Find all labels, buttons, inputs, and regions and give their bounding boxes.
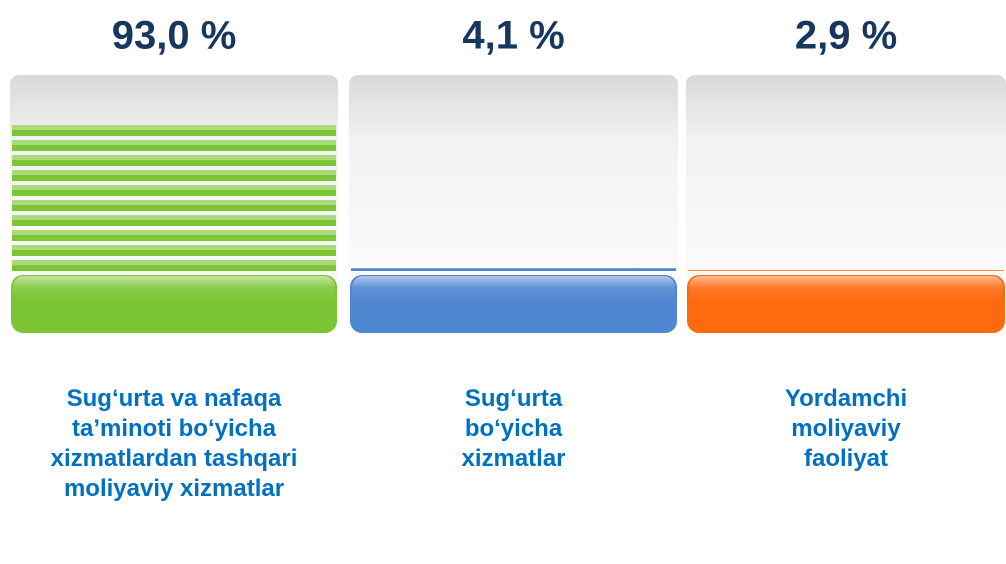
bar bbox=[12, 121, 336, 275]
category-label: Sug‘urta va nafaqa ta’minoti bo‘yicha xi… bbox=[50, 385, 298, 502]
value-label: 2,9 % bbox=[795, 14, 897, 58]
panel bbox=[686, 75, 1006, 333]
category-label: Yordamchi moliyaviy faoliyat bbox=[784, 385, 908, 472]
bar bbox=[688, 270, 1004, 275]
bar-base-shine bbox=[352, 276, 675, 302]
bar bbox=[351, 268, 676, 275]
value-label: 93,0 % bbox=[112, 14, 237, 58]
bar-base-shine bbox=[13, 276, 335, 302]
bar-base-shine bbox=[689, 276, 1003, 302]
category-label: Sug‘urta bo‘yicha xizmatlar bbox=[461, 385, 566, 472]
value-label: 4,1 % bbox=[462, 14, 564, 58]
